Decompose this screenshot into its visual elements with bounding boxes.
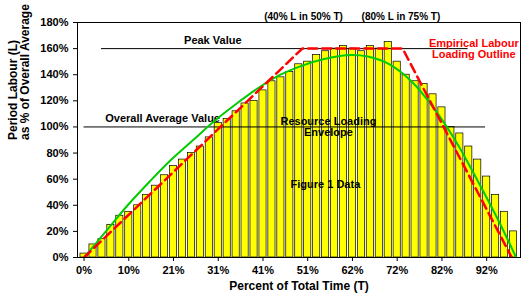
svg-text:Percent of Total Time (T): Percent of Total Time (T) [229, 279, 369, 293]
svg-text:160%: 160% [40, 42, 68, 54]
svg-text:Overall Average Value: Overall Average Value [105, 112, 220, 124]
svg-text:31%: 31% [207, 264, 229, 276]
svg-text:40%: 40% [46, 199, 68, 211]
svg-text:140%: 140% [40, 68, 68, 80]
svg-text:Figure 1 Data: Figure 1 Data [291, 178, 362, 190]
svg-text:(80% L in 75% T): (80% L in 75% T) [362, 11, 441, 22]
svg-text:72%: 72% [386, 264, 408, 276]
svg-text:62%: 62% [341, 264, 363, 276]
svg-text:21%: 21% [163, 264, 185, 276]
svg-text:Peak Value: Peak Value [184, 34, 242, 46]
svg-text:120%: 120% [40, 94, 68, 106]
svg-text:10%: 10% [118, 264, 140, 276]
svg-text:0%: 0% [53, 251, 69, 263]
svg-text:60%: 60% [46, 173, 68, 185]
svg-text:180%: 180% [40, 16, 68, 28]
svg-text:Resource LoadingEnvelope: Resource LoadingEnvelope [280, 115, 376, 138]
svg-text:51%: 51% [297, 264, 319, 276]
svg-text:20%: 20% [46, 225, 68, 237]
svg-text:41%: 41% [252, 264, 274, 276]
svg-text:100%: 100% [40, 120, 68, 132]
svg-text:Period Labour (L)as % of Overa: Period Labour (L)as % of Overall Average [6, 4, 32, 140]
svg-text:92%: 92% [476, 264, 498, 276]
svg-text:0%: 0% [76, 264, 92, 276]
svg-text:Empirical LabourLoading Outlin: Empirical LabourLoading Outline [429, 37, 520, 60]
svg-text:80%: 80% [46, 147, 68, 159]
svg-text:(40% L in 50% T): (40% L in 50% T) [264, 11, 343, 22]
svg-text:82%: 82% [431, 264, 453, 276]
